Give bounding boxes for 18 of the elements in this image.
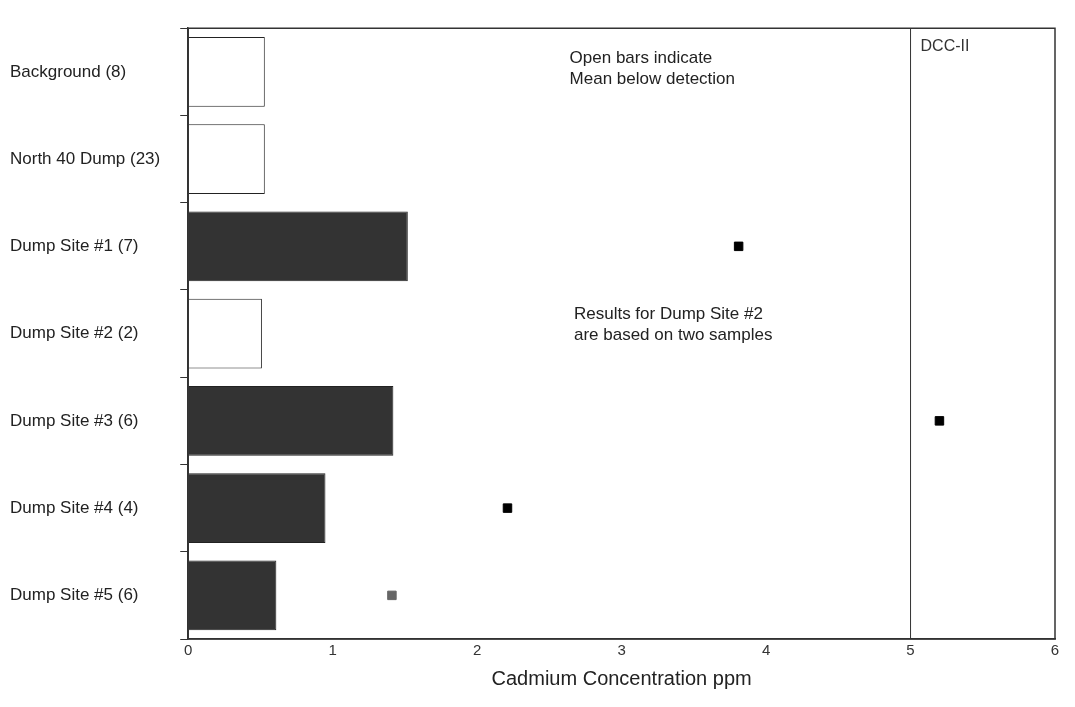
x-tick-label: 1	[328, 641, 337, 659]
y-tick-label: Background (8)	[10, 61, 127, 81]
x-tick-label: 3	[617, 641, 626, 659]
x-tick-label: 0	[184, 641, 193, 659]
y-tick-label: Dump Site #1 (7)	[10, 236, 139, 256]
x-axis-title: Cadmium Concentration ppm	[491, 666, 752, 689]
y-tick-label: North 40 Dump (23)	[10, 148, 161, 168]
ref-line-label: DCC-II	[920, 36, 970, 54]
x-tick-label: 4	[761, 641, 771, 659]
annotation: Open bars indicate Mean below detection	[569, 47, 735, 88]
y-tick-label: Dump Site #2 (2)	[10, 323, 139, 343]
x-tick-label: 2	[472, 641, 482, 659]
x-tick-label: 5	[906, 641, 915, 659]
y-tick-label: Dump Site #3 (6)	[10, 410, 139, 430]
x-tick-label: 6	[1050, 641, 1060, 659]
y-tick-label: Dump Site #5 (6)	[10, 585, 139, 605]
y-tick-label: Dump Site #4 (4)	[10, 497, 139, 517]
annotation: Results for Dump Site #2 are based on two samples	[573, 304, 773, 345]
